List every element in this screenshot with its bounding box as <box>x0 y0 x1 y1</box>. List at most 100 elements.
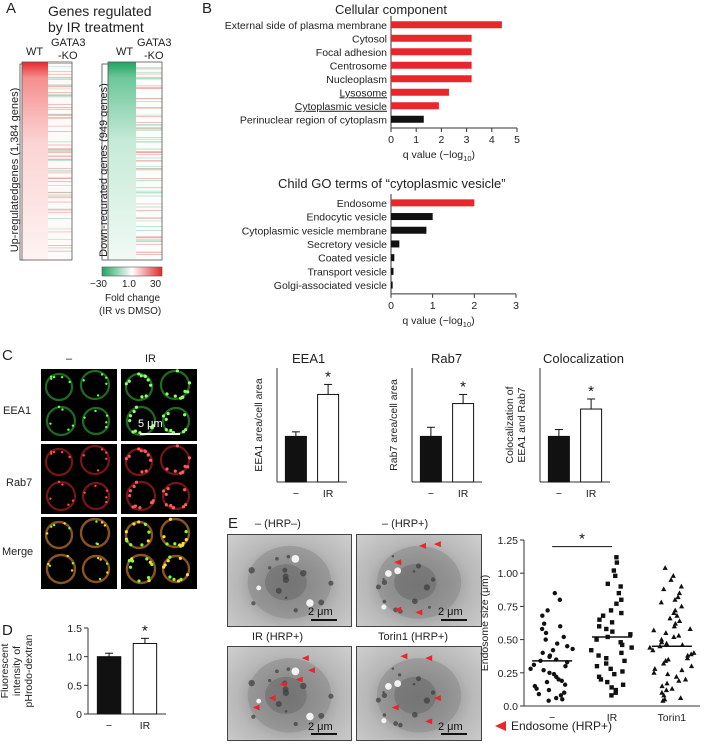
micro-rab7-minus <box>41 444 117 514</box>
micro-scalebar <box>140 433 180 435</box>
vesicle-dot <box>49 450 53 453</box>
vesicle-dot <box>128 419 132 423</box>
micro-scalebar-label: 5 μm <box>138 418 163 430</box>
em-granule <box>412 570 416 573</box>
heatmap-up-wt-label: WT <box>26 46 44 58</box>
heatmap-up-ko-lines <box>48 63 72 252</box>
vesicle-dot <box>67 428 70 431</box>
vesicle-dot <box>139 374 143 378</box>
endosome-point <box>676 590 683 596</box>
cc-category-label: Lysosome <box>340 87 388 99</box>
micro-row-rab7: Rab7 <box>6 477 33 489</box>
endosome-point <box>664 640 670 646</box>
vesicle-dot <box>60 375 64 379</box>
vesicle-dot <box>168 575 172 579</box>
vesicle-dot <box>173 542 177 546</box>
endosome-arrow-icon <box>425 718 433 725</box>
em-vesicle <box>381 718 387 724</box>
cc-category-label: Perinuclear region of cytoplasm <box>240 114 387 126</box>
vesicle-dot <box>124 530 128 534</box>
vesicle-dot <box>100 373 104 376</box>
vesicle-dot <box>49 497 52 500</box>
em-legend-label: Endosome (HRP+) <box>511 719 613 733</box>
em-granule <box>415 676 422 682</box>
phrodo-y-label: intensity of <box>11 646 23 696</box>
vesicle-dot <box>178 543 182 547</box>
phrodo-tick-label: 1.5 <box>67 623 82 635</box>
em-granule <box>275 669 279 674</box>
cc-bar <box>391 61 472 69</box>
cell-ring <box>159 444 191 476</box>
cc-category-label: Focal adhesion <box>316 47 387 59</box>
vesicle-dot <box>166 412 170 416</box>
vesicle-dot <box>96 556 100 560</box>
endosome-point <box>670 573 676 578</box>
vesicle-dot <box>151 499 155 503</box>
vesicle-dot <box>179 577 183 582</box>
endosome-point <box>618 640 623 645</box>
go-category-label: Golgi-associated vesicle <box>274 280 387 292</box>
vesicle-dot <box>132 484 136 489</box>
vesicle-dot <box>94 484 97 488</box>
em-granule <box>282 567 288 573</box>
vesicle-dot <box>128 565 133 569</box>
endosome-point <box>540 650 545 656</box>
endosome-point <box>558 624 563 629</box>
cell-ring <box>44 520 74 550</box>
vesicle-dot <box>45 532 49 535</box>
endosome-point <box>550 648 556 653</box>
phrodo-significance: * <box>142 622 148 639</box>
cc-tick-label: 4 <box>489 134 495 146</box>
endosome-point <box>596 674 602 679</box>
em-granule <box>382 691 385 694</box>
vesicle-dot <box>137 520 141 524</box>
endosome-point <box>679 667 685 673</box>
vesicle-dot <box>71 499 75 502</box>
vesicle-dot <box>133 429 138 433</box>
vesicle-dot <box>127 559 131 563</box>
em-vesicle <box>394 567 402 575</box>
em-nucleus <box>394 676 437 714</box>
micro-merge-minus <box>41 517 117 589</box>
endosome-point <box>679 603 685 609</box>
vesicle-dot <box>96 394 100 397</box>
panel-label-e: E <box>228 515 239 532</box>
cc-category-label: Cytosol <box>352 33 387 45</box>
endosome-point <box>667 615 673 621</box>
go-x-label: q value (−log10) <box>402 315 474 329</box>
endosome-point <box>688 651 694 657</box>
cell-ring <box>81 406 111 436</box>
vesicle-dot <box>71 424 75 427</box>
vesicle-dot <box>105 425 108 429</box>
em-granule <box>286 554 291 559</box>
vesicle-dot <box>139 449 143 453</box>
cc-bar <box>391 34 472 42</box>
vesicle-dot <box>149 458 153 462</box>
em-granule <box>430 577 436 582</box>
endosome-tick-label: 0.0 <box>503 701 518 713</box>
vesicle-dot <box>124 382 128 386</box>
cell-ring <box>45 405 77 437</box>
em-granule <box>300 682 307 690</box>
endosome-arrow-icon <box>495 721 506 731</box>
em-title-minus-hrp-pos: – (HRP+) <box>382 518 429 530</box>
em-granule <box>382 578 385 581</box>
vesicle-dot <box>172 577 176 581</box>
endosome-arrow-icon <box>433 541 441 548</box>
em-scalebar-4: 2 μm <box>438 721 463 733</box>
cc-x-label: q value (−log10) <box>403 149 475 163</box>
endosome-point <box>671 634 677 639</box>
endosome-point <box>563 663 568 669</box>
vesicle-dot <box>183 413 187 417</box>
em-granule <box>282 576 290 584</box>
go-tick-label: 2 <box>471 300 477 312</box>
endosome-point <box>600 613 606 618</box>
endosome-point <box>545 608 550 613</box>
em-granule <box>275 701 282 708</box>
vesicle-dot <box>82 379 85 382</box>
panel-a-title-line1: Genes regulated <box>48 3 152 19</box>
endosome-arrow-icon <box>425 655 433 662</box>
vesicle-dot <box>145 557 149 561</box>
